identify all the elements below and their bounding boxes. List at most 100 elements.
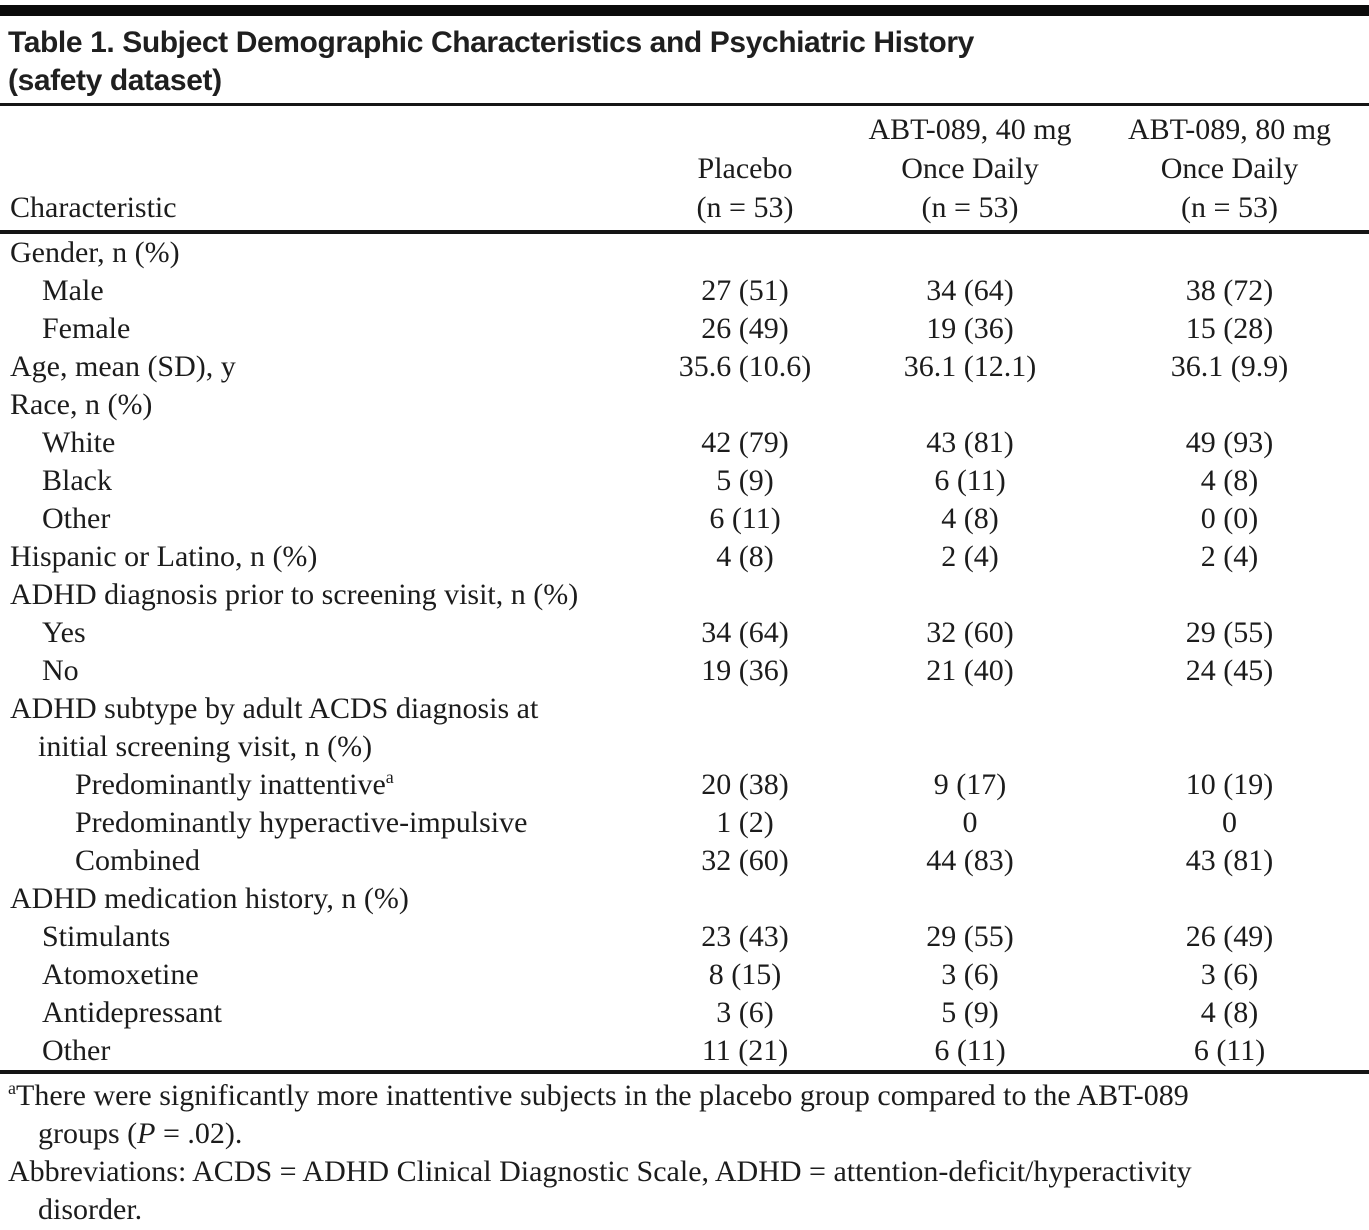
column-header-line: (n = 53) [696, 191, 794, 224]
table-row: ADHD subtype by adult ACDS diagnosis at [0, 690, 1369, 728]
cell-value: 32 (60) [701, 844, 789, 877]
column-header-line: ABT-089, 80 mg [1127, 113, 1332, 146]
row-label: Stimulants [42, 920, 171, 953]
row-label: Black [42, 464, 112, 497]
row-label: Age, mean (SD), y [10, 350, 236, 383]
cell-value: 4 (8) [1200, 996, 1259, 1029]
cell-value: 19 (36) [701, 654, 789, 687]
cell-value: 4 (8) [1200, 464, 1259, 497]
row-label: Predominantly inattentivea [75, 767, 394, 801]
table-footnotes: aThere were significantly more inattenti… [0, 1074, 1369, 1230]
table-row: Yes 34 (64) 32 (60) 29 (55) [0, 614, 1369, 652]
column-header-placebo: Placebo (n = 53) [640, 106, 850, 232]
footnote-text: disorder. [38, 1193, 143, 1226]
table-row: Combined 32 (60) 44 (83) 43 (81) [0, 842, 1369, 880]
cell-value: 26 (49) [1185, 920, 1274, 953]
footnote-text: groups ( [38, 1117, 138, 1150]
cell-value: 6 (11) [934, 464, 1006, 497]
cell-value: 49 (93) [1185, 426, 1274, 459]
cell-value: 26 (49) [701, 312, 789, 345]
cell-value: 2 (4) [1200, 540, 1259, 573]
table-row: Age, mean (SD), y 35.6 (10.6) 36.1 (12.1) 3… [0, 348, 1369, 386]
column-header-abt089-80mg: ABT-089, 80 mg Once Daily (n = 53) [1090, 106, 1369, 232]
footnote: Abbreviations: ACDS = ADHD Clinical Diag… [8, 1153, 1361, 1229]
column-header-line: (n = 53) [921, 191, 1019, 224]
cell-value: 1 (2) [716, 806, 774, 839]
row-label: Combined [75, 844, 200, 877]
table-row: ADHD medication history, n (%) [0, 880, 1369, 918]
cell-value: 6 (11) [934, 1034, 1006, 1067]
cell-value: 32 (60) [926, 616, 1014, 649]
cell-value: 24 (45) [1185, 654, 1274, 687]
footnote-text: P [137, 1117, 156, 1150]
table-row: Other 11 (21) 6 (11) 6 (11) [0, 1032, 1369, 1072]
cell-value [640, 728, 850, 766]
cell-value: 29 (55) [926, 920, 1014, 953]
cell-value: 34 (64) [926, 274, 1014, 307]
cell-value [850, 576, 1090, 614]
cell-value [1090, 880, 1369, 918]
cell-value: 6 (11) [1193, 1034, 1266, 1067]
table-row: Male 27 (51) 34 (64) 38 (72) [0, 272, 1369, 310]
cell-value: 27 (51) [701, 274, 789, 307]
cell-value: 44 (83) [926, 844, 1014, 877]
table-title-line2: (safety dataset) [8, 64, 222, 97]
cell-value: 29 (55) [1185, 616, 1274, 649]
cell-value: 9 (17) [933, 768, 1007, 801]
cell-value [850, 690, 1090, 728]
table-header: Characteristic Placebo (n = 53) ABT-089, … [0, 106, 1369, 232]
cell-value: 15 (28) [1185, 312, 1274, 345]
table-row: Race, n (%) [0, 386, 1369, 424]
table-row: Other 6 (11) 4 (8) 0 (0) [0, 500, 1369, 538]
cell-value: 11 (21) [701, 1034, 789, 1067]
cell-value [640, 880, 850, 918]
cell-value: 2 (4) [941, 540, 999, 573]
cell-value: 3 (6) [1200, 958, 1259, 991]
cell-value [640, 690, 850, 728]
row-label: initial screening visit, n (%) [38, 730, 373, 763]
table-title-line1: Table 1. Subject Demographic Characteris… [8, 26, 974, 59]
cell-value [1090, 232, 1369, 272]
row-label: White [42, 426, 116, 459]
row-label: Predominantly hyperactive-impulsive [75, 806, 528, 839]
row-label: Antidepressant [42, 996, 222, 1029]
cell-value [640, 386, 850, 424]
cell-value: 21 (40) [926, 654, 1014, 687]
cell-value: 5 (9) [941, 996, 999, 1029]
cell-value: 35.6 (10.6) [678, 350, 812, 383]
cell-value: 10 (19) [1185, 768, 1274, 801]
cell-value: 3 (6) [716, 996, 774, 1029]
table-row: ADHD diagnosis prior to screening visit,… [0, 576, 1369, 614]
row-label: Female [42, 312, 131, 345]
cell-value: 36.1 (12.1) [903, 350, 1037, 383]
cell-value [850, 386, 1090, 424]
cell-value: 0 [962, 806, 978, 839]
row-label: ADHD diagnosis prior to screening visit,… [10, 578, 579, 611]
cell-value: 6 (11) [709, 502, 781, 535]
table-title: Table 1. Subject Demographic Characteris… [0, 24, 1369, 106]
table-row: Black 5 (9) 6 (11) 4 (8) [0, 462, 1369, 500]
row-label: Atomoxetine [42, 958, 199, 991]
cell-value: 42 (79) [701, 426, 789, 459]
column-header-abt089-40mg: ABT-089, 40 mg Once Daily (n = 53) [850, 106, 1090, 232]
table-top-rule [0, 5, 1369, 16]
cell-value: 36.1 (9.9) [1170, 350, 1289, 383]
column-header-line: Once Daily [1160, 152, 1299, 185]
cell-value: 4 (8) [716, 540, 774, 573]
cell-value [640, 232, 850, 272]
cell-value [1090, 690, 1369, 728]
footnote-text: = .02). [155, 1117, 243, 1150]
row-label: Hispanic or Latino, n (%) [10, 540, 318, 573]
table-row: Hispanic or Latino, n (%) 4 (8) 2 (4) 2 (4) [0, 538, 1369, 576]
table-row: Gender, n (%) [0, 232, 1369, 272]
table-body: Gender, n (%) Male 27 (51) 34 (64) 38 (72) Fe… [0, 232, 1369, 1072]
row-label: Gender, n (%) [10, 236, 180, 269]
column-header-line: Placebo [697, 152, 793, 185]
cell-value [640, 576, 850, 614]
row-label: Other [42, 502, 111, 535]
footnote-marker: a [385, 767, 394, 787]
cell-value [850, 232, 1090, 272]
column-header-line: ABT-089, 40 mg [868, 113, 1072, 146]
table-row: Atomoxetine 8 (15) 3 (6) 3 (6) [0, 956, 1369, 994]
cell-value: 4 (8) [941, 502, 999, 535]
